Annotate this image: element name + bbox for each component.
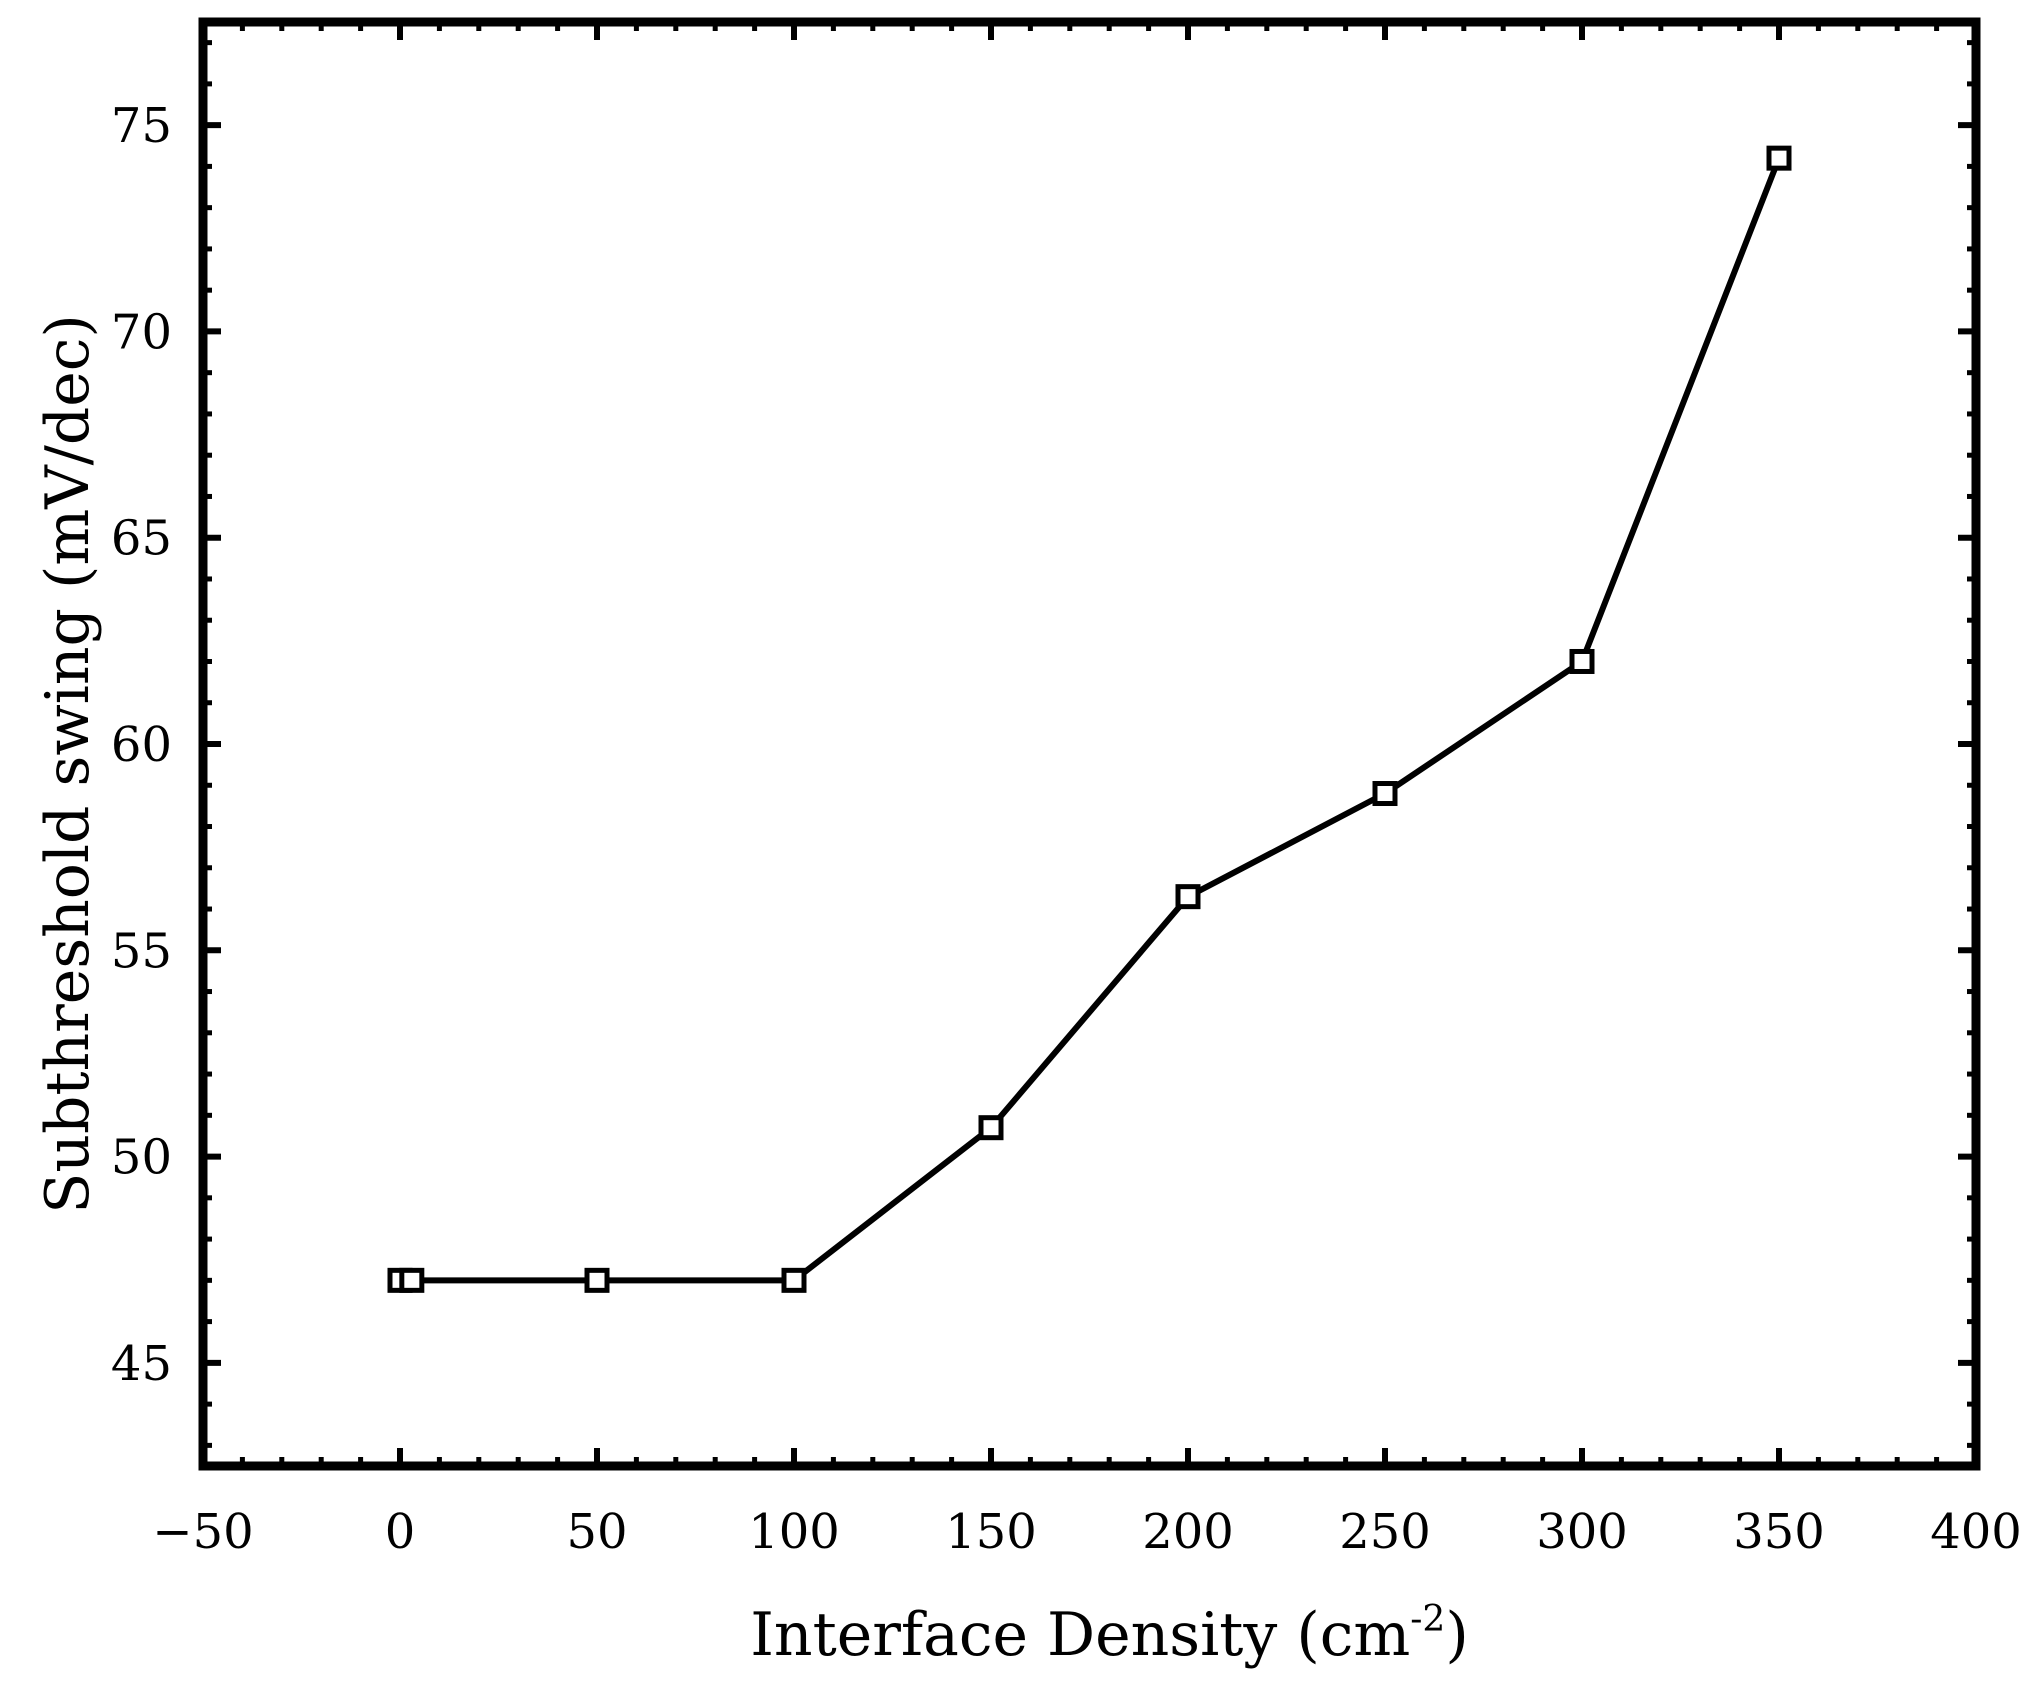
x-tick-labels: −50 0 50 100 150 200 250 300 350 400 [152, 1504, 2021, 1560]
x-tick-label: 100 [748, 1504, 840, 1560]
y-tick-label: 60 [111, 717, 172, 773]
data-point-marker [978, 1115, 1004, 1141]
series-layer [387, 145, 1792, 1293]
data-point-marker [1569, 648, 1595, 674]
plot-frame [198, 17, 1981, 1471]
x-tick-label: 150 [945, 1504, 1037, 1560]
x-tick-label: 250 [1339, 1504, 1431, 1560]
y-tick-labels: 45 50 55 60 65 70 75 [111, 98, 172, 1392]
x-tick-label: 50 [566, 1504, 627, 1560]
y-tick-label: 70 [111, 304, 172, 360]
x-tick-label: 200 [1142, 1504, 1234, 1560]
y-tick-label: 65 [111, 511, 172, 567]
y-axis-title: Subthreshold swing (mV/dec) [33, 314, 103, 1214]
x-axis-title: Interface Density (cm-2) [750, 1599, 1469, 1670]
y-tick-label: 45 [111, 1336, 172, 1392]
data-point-marker [1175, 884, 1201, 910]
x-tick-label: −50 [152, 1504, 253, 1560]
data-point-marker [399, 1267, 425, 1293]
data-point-marker [781, 1267, 807, 1293]
x-axis-title-main: Interface Density (cm [750, 1600, 1410, 1670]
x-tick-label: 350 [1733, 1504, 1825, 1560]
x-tick-label: 300 [1536, 1504, 1628, 1560]
x-tick-label: 0 [385, 1504, 416, 1560]
data-point-marker [1766, 145, 1792, 171]
data-point-marker [1372, 781, 1398, 807]
y-tick-label: 55 [111, 923, 172, 979]
data-point-marker [584, 1267, 610, 1293]
y-tick-label: 75 [111, 98, 172, 154]
x-tick-label: 400 [1930, 1504, 2022, 1560]
x-axis-title-close: ) [1445, 1600, 1468, 1670]
x-axis-title-superscript: -2 [1410, 1599, 1445, 1640]
y-tick-label: 50 [111, 1130, 172, 1186]
